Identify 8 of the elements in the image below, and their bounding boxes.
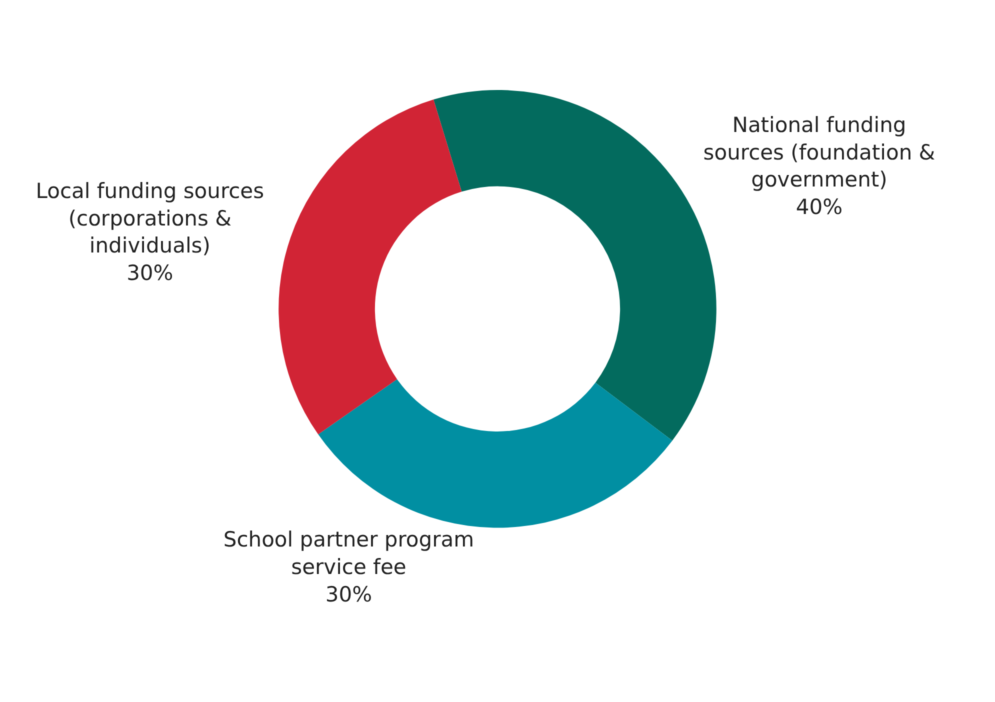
- donut-slice: [318, 379, 672, 528]
- slice-label: National funding sources (foundation & government): [703, 112, 936, 192]
- slice-label: Local funding sources (corporations & individuals): [36, 179, 264, 258]
- data-label: 40%: [796, 194, 843, 219]
- donut-slice: [278, 100, 462, 434]
- data-label: 30%: [325, 582, 372, 606]
- slice-label: School partner program service fee: [223, 528, 474, 580]
- data-label: 30%: [126, 260, 174, 285]
